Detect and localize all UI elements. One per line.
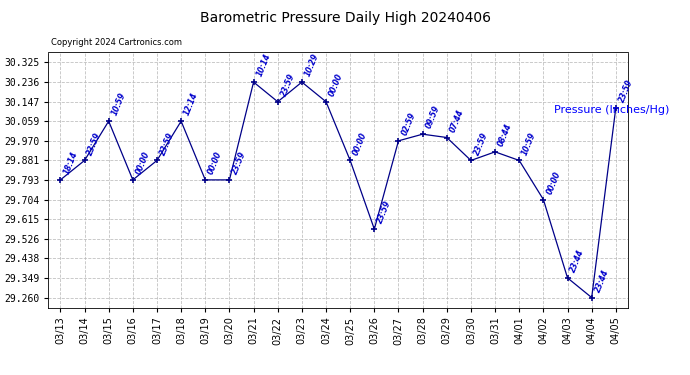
Text: 23:59: 23:59 [86, 130, 104, 156]
Text: 10:59: 10:59 [521, 130, 538, 156]
Text: 23:59: 23:59 [473, 130, 490, 156]
Text: 23:44: 23:44 [569, 248, 586, 274]
Text: Pressure (Inches/Hg): Pressure (Inches/Hg) [554, 105, 669, 115]
Text: 00:00: 00:00 [545, 170, 562, 195]
Text: Copyright 2024 Cartronics.com: Copyright 2024 Cartronics.com [51, 38, 182, 47]
Text: 23:44: 23:44 [593, 268, 611, 293]
Text: 02:59: 02:59 [400, 111, 417, 136]
Text: 10:59: 10:59 [110, 92, 128, 117]
Text: 09:59: 09:59 [424, 104, 442, 130]
Text: 00:00: 00:00 [328, 72, 345, 98]
Text: 10:14: 10:14 [255, 52, 273, 78]
Text: 07:44: 07:44 [448, 108, 466, 134]
Text: 00:00: 00:00 [352, 130, 369, 156]
Text: 12:14: 12:14 [183, 92, 200, 117]
Text: 23:59: 23:59 [159, 130, 176, 156]
Text: 00:00: 00:00 [135, 150, 152, 176]
Text: 23:59: 23:59 [279, 72, 297, 98]
Text: 10:29: 10:29 [304, 52, 321, 78]
Text: 08:44: 08:44 [497, 122, 514, 148]
Text: 00:00: 00:00 [207, 150, 224, 176]
Text: 23:59: 23:59 [618, 78, 635, 104]
Text: Barometric Pressure Daily High 20240406: Barometric Pressure Daily High 20240406 [199, 11, 491, 25]
Text: 23:59: 23:59 [231, 150, 248, 176]
Text: 18:14: 18:14 [62, 150, 79, 176]
Text: 23:59: 23:59 [376, 200, 393, 225]
